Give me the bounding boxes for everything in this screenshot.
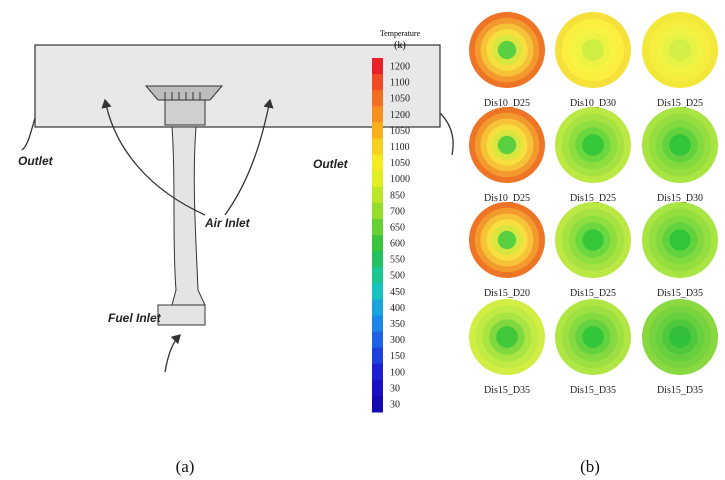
colorbar-band (372, 106, 383, 123)
contour-ring (669, 39, 691, 61)
outlet-label: Outlet (18, 154, 54, 168)
panel-label: Dis15_D35 (657, 385, 703, 396)
colorbar-band (372, 155, 383, 172)
colorbar-band (372, 58, 383, 75)
colorbar-tick: 850 (390, 190, 405, 201)
contour-ring (582, 134, 604, 156)
colorbar-band (372, 90, 383, 107)
contour-ring (496, 326, 518, 348)
colorbar-tick: 150 (390, 351, 405, 362)
colorbar-tick: 650 (390, 222, 405, 233)
colorbar-band (372, 187, 383, 204)
colorbar-tick: 400 (390, 303, 405, 314)
colorbar-tick: 600 (390, 239, 405, 250)
colorbar-tick: 550 (390, 255, 405, 266)
air-inlet-label: Air Inlet (204, 216, 251, 230)
colorbar-unit: (k) (394, 40, 406, 51)
combustor-diagram: Outlet Outlet Air Inlet Fuel Inlet (a) (18, 45, 453, 476)
colorbar-band (372, 171, 383, 188)
colorbar-tick: 1200 (390, 62, 410, 73)
figure: Outlet Outlet Air Inlet Fuel Inlet (a) T… (0, 0, 725, 480)
outlet-label: Outlet (313, 157, 349, 171)
panel-label: Dis15_D25 (570, 288, 616, 299)
contour-ring (669, 229, 691, 251)
colorbar-tick: 30 (390, 383, 400, 394)
colorbar-tick: 1000 (390, 174, 410, 185)
contour-ring (582, 229, 604, 251)
colorbar-tick: 450 (390, 287, 405, 298)
colorbar-band (372, 332, 383, 349)
colorbar-tick: 1050 (390, 126, 410, 137)
colorbar-tick: 1200 (390, 110, 410, 121)
colorbar-tick: 100 (390, 367, 405, 378)
caption: (a) (176, 457, 195, 476)
contour-ring (498, 136, 516, 154)
contour-ring (669, 326, 691, 348)
contour-ring (582, 39, 604, 61)
colorbar-band (372, 203, 383, 220)
panel-label: Dis15_D35 (570, 385, 616, 396)
colorbar-tick: 700 (390, 206, 405, 217)
contour-ring (669, 134, 691, 156)
colorbar-tick: 1050 (390, 158, 410, 169)
colorbar-band (372, 380, 383, 397)
colorbar-tick: 30 (390, 399, 400, 410)
contour-ring (498, 231, 516, 249)
colorbar-title: Temperature (380, 29, 421, 38)
colorbar-band (372, 364, 383, 381)
panel-label: Dis15_D20 (484, 288, 530, 299)
panel-label: Dis15_D35 (657, 288, 703, 299)
colorbar-tick: 300 (390, 335, 405, 346)
colorbar-band (372, 251, 383, 268)
colorbar-band (372, 122, 383, 139)
colorbar-band (372, 396, 383, 413)
colorbar-band (372, 138, 383, 155)
contour-ring (582, 326, 604, 348)
colorbar-band (372, 283, 383, 300)
colorbar-tick: 500 (390, 271, 405, 282)
colorbar-band (372, 348, 383, 365)
colorbar-tick: 350 (390, 319, 405, 330)
colorbar-band (372, 219, 383, 236)
colorbar-band (372, 315, 383, 332)
colorbar-band (372, 235, 383, 252)
colorbar-tick: 1100 (390, 142, 410, 153)
caption: (b) (580, 457, 600, 476)
colorbar-band (372, 74, 383, 91)
contour-ring (498, 41, 516, 59)
panel-label: Dis15_D35 (484, 385, 530, 396)
colorbar-tick: 1100 (390, 78, 410, 89)
colorbar-band (372, 299, 383, 316)
colorbar-tick: 1050 (390, 94, 410, 105)
colorbar-band (372, 267, 383, 284)
fuel-inlet-label: Fuel Inlet (108, 311, 162, 325)
